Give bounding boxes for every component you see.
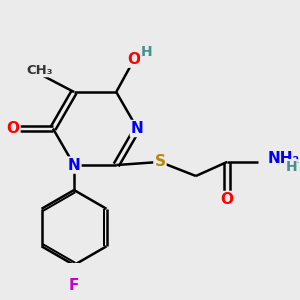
Text: H: H [285,160,297,174]
Text: O: O [127,52,140,67]
Text: NH₂: NH₂ [267,151,299,166]
Text: N: N [68,158,80,172]
Text: S: S [154,154,166,169]
Text: N: N [131,121,144,136]
Text: O: O [7,121,20,136]
Text: F: F [69,278,79,293]
Text: O: O [221,192,234,207]
Text: CH₃: CH₃ [26,64,53,76]
Text: H: H [141,45,152,59]
